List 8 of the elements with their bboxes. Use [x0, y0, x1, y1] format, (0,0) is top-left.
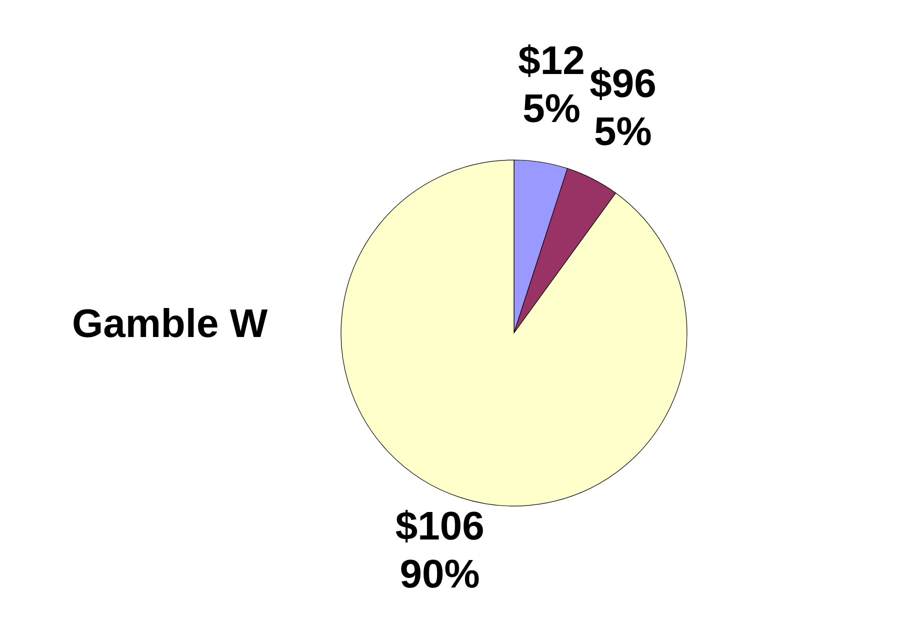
slice-label: $96: [590, 62, 656, 106]
data-label: 90%: [400, 552, 480, 596]
pie-slice: [340, 160, 688, 506]
data-label: 5%: [594, 110, 652, 154]
data-label: 5%: [522, 86, 580, 131]
slice-label: $12: [518, 38, 585, 83]
slice-label: $106: [395, 504, 484, 548]
text: Gamble W: [72, 302, 268, 347]
